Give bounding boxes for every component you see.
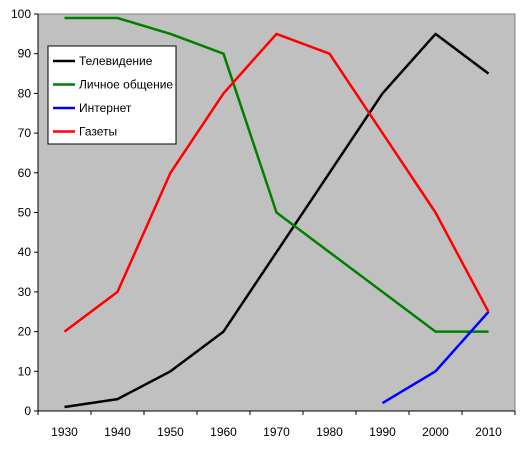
- x-tick-label: 1950: [157, 425, 184, 439]
- y-tick-label: 50: [18, 206, 32, 220]
- x-tick-label: 1940: [104, 425, 131, 439]
- x-tick-label: 2000: [422, 425, 449, 439]
- series-line-0: [64, 32, 490, 409]
- y-tick-label: 100: [11, 7, 31, 21]
- x-tick-label: 1990: [369, 425, 396, 439]
- y-tick-label: 30: [18, 285, 32, 299]
- legend-box: [47, 45, 177, 145]
- y-tick-label: 0: [24, 404, 31, 418]
- y-tick-label: 10: [18, 364, 32, 378]
- series-lines: [63, 16, 490, 409]
- y-tick-label: 60: [18, 166, 32, 180]
- y-tick-label: 40: [18, 245, 32, 259]
- series-line-3: [63, 32, 490, 333]
- y-tick-label: 90: [18, 47, 32, 61]
- legend-label-3: Газеты: [79, 125, 117, 139]
- legend-label-2: Интернет: [79, 101, 132, 115]
- x-tick-label: 1970: [263, 425, 290, 439]
- x-tick-label: 1980: [316, 425, 343, 439]
- legend-label-1: Личное общение: [79, 78, 173, 92]
- series-line-2: [381, 310, 490, 405]
- legend: Телевидение Личное общение Интернет Газеты: [47, 45, 177, 145]
- x-tick-label: 2010: [475, 425, 502, 439]
- y-tick-label: 70: [18, 126, 32, 140]
- axes: 0 10 20 30 40 50 60 70 80 90 100 1930 1940 1950 1960 19…: [11, 7, 516, 439]
- series-line-1: [64, 16, 489, 333]
- x-tick-label: 1930: [51, 425, 78, 439]
- x-tick-label: 1960: [210, 425, 237, 439]
- legend-label-0: Телевидение: [79, 54, 153, 68]
- y-tick-label: 20: [18, 325, 32, 339]
- y-tick-label: 80: [18, 86, 32, 100]
